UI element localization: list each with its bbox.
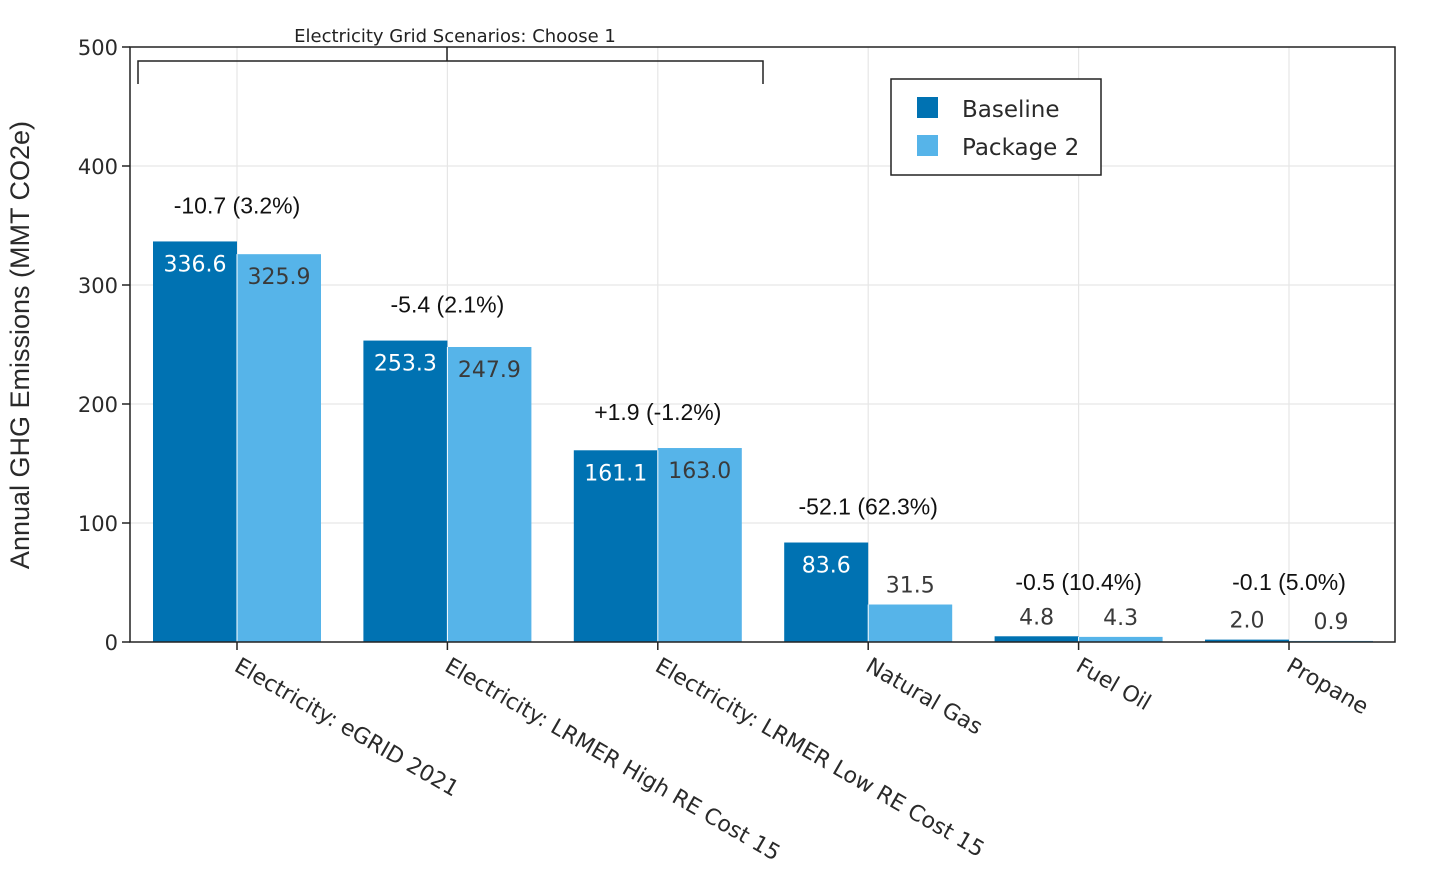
y-tick-label: 300 (78, 274, 118, 298)
bar-baseline (153, 241, 237, 643)
bar-package-2 (237, 254, 321, 642)
bar-baseline (784, 542, 869, 642)
bar-label-baseline: 253.3 (374, 352, 437, 377)
bar-label-baseline: 4.8 (1019, 605, 1054, 630)
bar-label-baseline: 2.0 (1230, 609, 1265, 634)
bar-baseline (994, 636, 1079, 642)
bar-package-2 (868, 604, 953, 642)
y-tick-label: 400 (78, 155, 118, 179)
change-annotation: -10.7 (3.2%) (174, 192, 301, 218)
y-tick-label: 200 (78, 393, 118, 417)
x-tick-label: Electricity: LRMER High RE Cost 15 (440, 654, 784, 867)
x-tick-label: Fuel Oil (1072, 654, 1155, 716)
x-tick-label: Propane (1282, 654, 1372, 721)
change-annotations: -10.7 (3.2%) -5.4 (2.1%) +1.9 (-1.2%) -52.1… (174, 192, 1346, 595)
change-annotation: -52.1 (62.3%) (799, 494, 938, 520)
bar-label-baseline: 83.6 (802, 554, 851, 579)
bracket-line (137, 47, 764, 84)
bar-labels: 336.6 325.9 253.3 247.9 161.1 163.0 83.6 31.5 4.… (164, 252, 1349, 634)
bar-label-package-2: 163.0 (668, 459, 731, 484)
y-tick-label: 100 (78, 512, 118, 536)
bar-label-baseline: 161.1 (584, 461, 647, 486)
bar-baseline (573, 450, 658, 642)
bar-label-baseline: 336.6 (164, 252, 227, 277)
y-tick-label: 500 (78, 36, 118, 60)
plot-frame (129, 46, 1396, 643)
bar-package-2 (447, 346, 532, 642)
y-axis: 0 100 200 300 400 500 (78, 36, 130, 655)
legend-label-package-2: Package 2 (962, 135, 1079, 161)
legend: Baseline Package 2 (890, 78, 1102, 176)
y-axis-label: Annual GHG Emissions (MMT CO2e) (5, 121, 35, 569)
x-tick-label: Natural Gas (861, 654, 986, 741)
bar-package-2 (1078, 636, 1163, 642)
legend-swatch-package-2 (917, 135, 938, 156)
bar-baseline (1205, 639, 1289, 642)
legend-label-baseline: Baseline (962, 97, 1060, 123)
bar-label-package-2: 0.9 (1314, 610, 1349, 635)
legend-box (890, 78, 1102, 176)
change-annotation: -5.4 (2.1%) (391, 292, 505, 318)
bar-baseline (363, 340, 448, 642)
change-annotation: -0.5 (10.4%) (1015, 569, 1142, 595)
x-tick-label: Electricity: eGRID 2021 (230, 654, 463, 803)
change-annotation: +1.9 (-1.2%) (594, 399, 721, 425)
scenario-bracket: Electricity Grid Scenarios: Choose 1 (137, 26, 764, 84)
change-annotation: -0.1 (5.0%) (1232, 569, 1346, 595)
bar-package-2 (657, 448, 742, 642)
legend-swatch-baseline (917, 97, 938, 118)
bars (153, 241, 1373, 643)
bar-label-package-2: 31.5 (886, 574, 935, 599)
y-tick-label: 0 (105, 631, 118, 655)
bar-label-package-2: 4.3 (1103, 606, 1138, 631)
bar-label-package-2: 247.9 (458, 358, 521, 383)
x-tick-label: Electricity: LRMER Low RE Cost 15 (651, 654, 988, 863)
bar-label-package-2: 325.9 (248, 265, 311, 290)
bracket-label: Electricity Grid Scenarios: Choose 1 (294, 26, 616, 47)
